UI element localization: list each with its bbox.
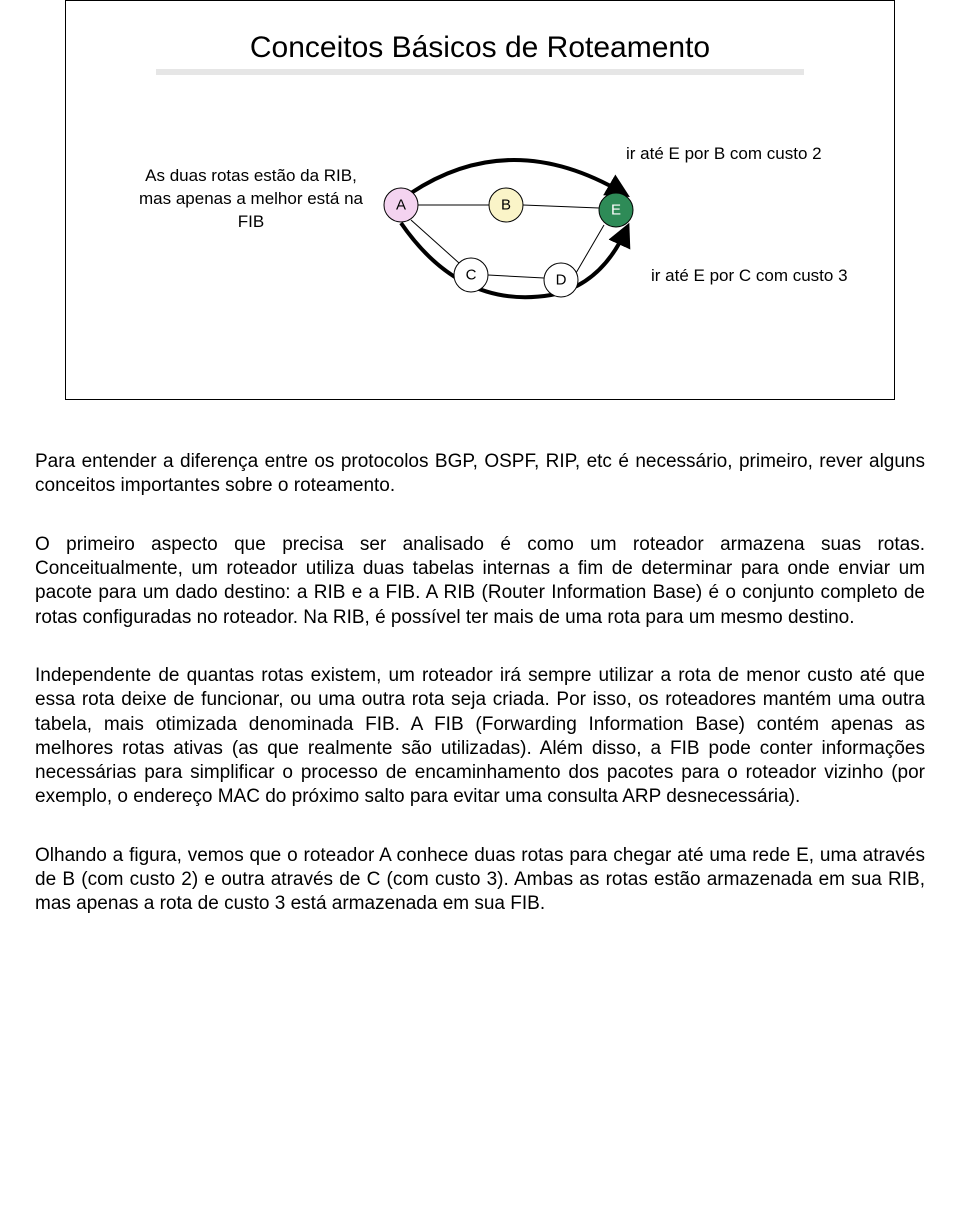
body-text: Para entender a diferença entre os proto… — [35, 450, 925, 917]
figure-title: Conceitos Básicos de Roteamento — [96, 31, 864, 65]
route-path — [411, 160, 623, 193]
paragraph-2: O primeiro aspecto que precisa ser anali… — [35, 533, 925, 630]
edge — [488, 275, 544, 278]
node-label-c: C — [466, 267, 477, 284]
left-caption: As duas rotas estão da RIB, mas apenas a… — [136, 165, 366, 234]
edge — [576, 225, 604, 273]
edge — [523, 205, 599, 208]
network-graph: A B E C D — [371, 135, 691, 335]
node-label-a: A — [396, 197, 406, 214]
node-label-e: E — [611, 202, 621, 219]
page: Conceitos Básicos de Roteamento As duas … — [0, 0, 960, 991]
paragraph-4: Olhando a figura, vemos que o roteador A… — [35, 844, 925, 917]
edge — [411, 220, 459, 263]
paragraph-3: Independente de quantas rotas existem, u… — [35, 664, 925, 810]
node-label-b: B — [501, 197, 511, 214]
nodes-group: A B E C D — [384, 188, 633, 297]
diagram-area: As duas rotas estão da RIB, mas apenas a… — [96, 135, 864, 355]
node-label-d: D — [556, 272, 567, 289]
paragraph-1: Para entender a diferença entre os proto… — [35, 450, 925, 499]
title-underline — [156, 69, 804, 75]
figure-box: Conceitos Básicos de Roteamento As duas … — [65, 0, 895, 400]
route-path — [401, 223, 626, 297]
